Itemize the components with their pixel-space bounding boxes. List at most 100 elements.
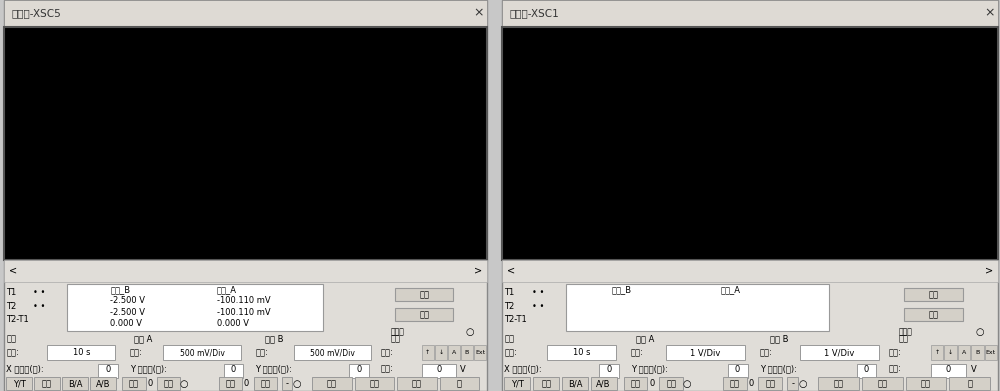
Text: 0: 0 (244, 379, 249, 388)
Text: 交流: 交流 (129, 379, 139, 388)
Bar (958, 345, 970, 361)
Text: 边沿:: 边沿: (381, 348, 393, 357)
Text: 0: 0 (946, 364, 951, 374)
Text: ○: ○ (180, 379, 188, 389)
Text: ×: × (985, 7, 995, 20)
Text: 直流: 直流 (765, 379, 775, 388)
Bar (931, 345, 943, 361)
Bar (440, 377, 479, 390)
Text: 外触发: 外触发 (899, 327, 913, 336)
Text: -2.500 V: -2.500 V (110, 308, 145, 317)
Text: 1 V/Div: 1 V/Div (824, 348, 854, 357)
Text: 正常: 正常 (877, 379, 887, 388)
Text: A/B: A/B (596, 379, 611, 388)
Text: >: > (474, 266, 482, 276)
Text: 自动: 自动 (412, 379, 422, 388)
Text: 通道_B: 通道_B (110, 285, 130, 294)
Bar (122, 377, 146, 390)
Text: 刻度:: 刻度: (130, 348, 142, 357)
Text: ↓: ↓ (438, 350, 443, 355)
Bar (931, 364, 966, 378)
Text: 示波器-XSC5: 示波器-XSC5 (12, 8, 62, 18)
Text: 反向: 反向 (419, 290, 429, 299)
Text: 交流: 交流 (226, 379, 236, 388)
Bar (818, 377, 859, 390)
Text: ↓: ↓ (948, 350, 953, 355)
Text: ↑: ↑ (935, 350, 940, 355)
Text: ○: ○ (465, 327, 474, 337)
Bar (862, 377, 903, 390)
Bar (448, 345, 460, 361)
Bar (474, 345, 486, 361)
Text: -2.500 V: -2.500 V (110, 296, 145, 305)
Text: T2: T2 (504, 302, 515, 311)
Bar (163, 345, 241, 361)
Text: 0: 0 (649, 379, 654, 388)
Bar (599, 364, 619, 378)
Text: 单次: 单次 (834, 379, 844, 388)
Text: ○: ○ (683, 379, 691, 389)
Bar (904, 308, 963, 321)
Bar (723, 377, 747, 390)
Bar (34, 377, 60, 390)
Bar (67, 284, 323, 331)
Text: • •: • • (532, 288, 544, 297)
Text: 0: 0 (748, 379, 754, 388)
Bar (504, 377, 530, 390)
Bar (395, 288, 453, 301)
Bar (800, 345, 879, 361)
Text: 刻度:: 刻度: (631, 348, 644, 357)
Text: A: A (452, 350, 456, 355)
Text: T2-T1: T2-T1 (6, 314, 29, 323)
Text: ○: ○ (293, 379, 301, 389)
Text: 无: 无 (967, 379, 972, 388)
Text: Y/T: Y/T (511, 379, 524, 388)
Text: 交流: 交流 (730, 379, 740, 388)
Bar (90, 377, 116, 390)
Bar (47, 345, 115, 361)
Bar (282, 377, 292, 390)
Bar (461, 345, 473, 361)
Text: 保存: 保存 (419, 310, 429, 319)
Text: B/A: B/A (68, 379, 82, 388)
Text: 0: 0 (356, 364, 362, 374)
Bar (355, 377, 394, 390)
Text: 示波器-XSC1: 示波器-XSC1 (510, 8, 560, 18)
Text: 通道_A: 通道_A (217, 285, 237, 294)
Bar (62, 377, 88, 390)
Bar (906, 377, 946, 390)
Bar (219, 377, 242, 390)
Bar (254, 377, 277, 390)
Bar (624, 377, 647, 390)
Text: -: - (791, 379, 794, 388)
Text: 500 mV/Div: 500 mV/Div (180, 348, 224, 357)
Text: 10 s: 10 s (573, 348, 590, 357)
Text: 水平:: 水平: (381, 364, 393, 374)
Text: ×: × (474, 7, 484, 20)
Bar (758, 377, 782, 390)
Text: 无: 无 (457, 379, 462, 388)
Text: X 轴位移(格):: X 轴位移(格): (504, 364, 542, 374)
Text: 刻度:: 刻度: (760, 348, 773, 357)
Text: 保存: 保存 (929, 310, 939, 319)
Text: 通道 B: 通道 B (265, 334, 283, 343)
Bar (562, 377, 588, 390)
Text: • •: • • (532, 302, 544, 311)
Text: 边沿:: 边沿: (889, 348, 902, 357)
Text: T2: T2 (6, 302, 17, 311)
Text: 1 V/Div: 1 V/Div (690, 348, 721, 357)
Text: 范围:: 范围: (504, 348, 517, 357)
Text: 触发: 触发 (899, 334, 909, 343)
Text: ↑: ↑ (425, 350, 430, 355)
Text: 0.000 V: 0.000 V (217, 319, 249, 328)
Text: 直流: 直流 (260, 379, 270, 388)
Text: 交流: 交流 (630, 379, 640, 388)
Text: Y 轴位移(格):: Y 轴位移(格): (760, 364, 797, 374)
Bar (157, 377, 180, 390)
Text: 添加: 添加 (42, 379, 52, 388)
Text: 0.000 V: 0.000 V (110, 319, 142, 328)
Text: Y 轴位移(格):: Y 轴位移(格): (255, 364, 292, 374)
Bar (547, 345, 616, 361)
Bar (294, 345, 371, 361)
Bar (422, 364, 456, 378)
